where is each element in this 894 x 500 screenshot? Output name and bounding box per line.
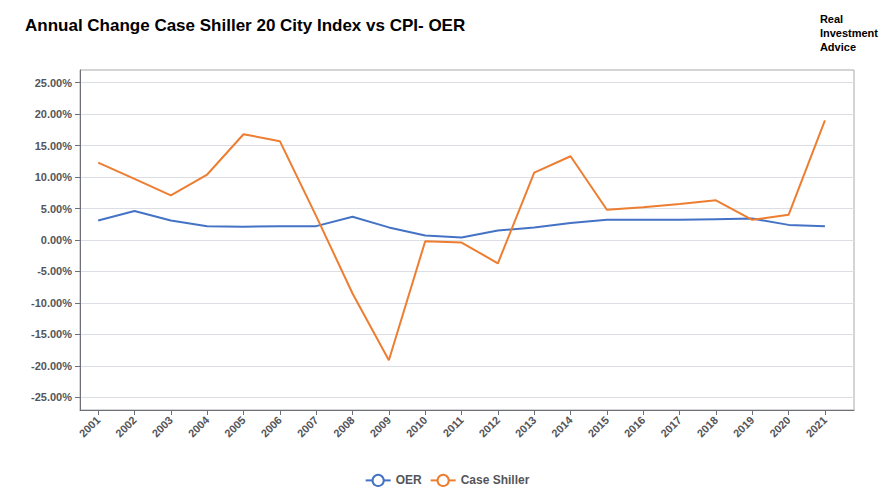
svg-text:OER: OER (396, 473, 422, 487)
svg-text:-10.00%: -10.00% (31, 297, 72, 309)
svg-text:2001: 2001 (77, 414, 103, 440)
svg-text:2009: 2009 (367, 414, 393, 440)
svg-text:2021: 2021 (803, 414, 829, 440)
svg-text:10.00%: 10.00% (35, 171, 73, 183)
svg-text:2006: 2006 (258, 414, 284, 440)
svg-text:2007: 2007 (295, 414, 321, 440)
svg-text:Case Shiller: Case Shiller (461, 473, 530, 487)
svg-text:15.00%: 15.00% (35, 140, 73, 152)
svg-text:2014: 2014 (549, 413, 575, 439)
svg-text:25.00%: 25.00% (35, 77, 73, 89)
svg-text:5.00%: 5.00% (41, 203, 72, 215)
svg-text:-5.00%: -5.00% (37, 265, 72, 277)
svg-text:2016: 2016 (622, 414, 648, 440)
svg-text:2011: 2011 (440, 414, 465, 439)
svg-text:Real: Real (820, 13, 843, 25)
svg-text:2020: 2020 (767, 414, 793, 440)
svg-text:2017: 2017 (658, 414, 684, 440)
svg-text:2004: 2004 (186, 413, 212, 439)
svg-text:2019: 2019 (731, 414, 757, 440)
svg-text:-25.00%: -25.00% (31, 391, 72, 403)
svg-text:2012: 2012 (476, 414, 502, 440)
svg-text:20.00%: 20.00% (35, 108, 73, 120)
svg-text:2008: 2008 (331, 414, 357, 440)
svg-text:2018: 2018 (694, 414, 720, 440)
svg-text:2005: 2005 (222, 414, 248, 440)
svg-text:2013: 2013 (513, 414, 539, 440)
svg-text:Advice: Advice (820, 41, 856, 53)
svg-text:2003: 2003 (149, 414, 175, 440)
svg-text:Annual Change Case Shiller 20: Annual Change Case Shiller 20 City Index… (25, 16, 465, 35)
svg-text:-15.00%: -15.00% (31, 328, 72, 340)
svg-text:Investment: Investment (820, 27, 878, 39)
svg-text:2002: 2002 (113, 414, 139, 440)
svg-text:-20.00%: -20.00% (31, 360, 72, 372)
svg-text:2010: 2010 (404, 414, 430, 440)
svg-text:2015: 2015 (585, 414, 611, 440)
svg-text:0.00%: 0.00% (41, 234, 72, 246)
